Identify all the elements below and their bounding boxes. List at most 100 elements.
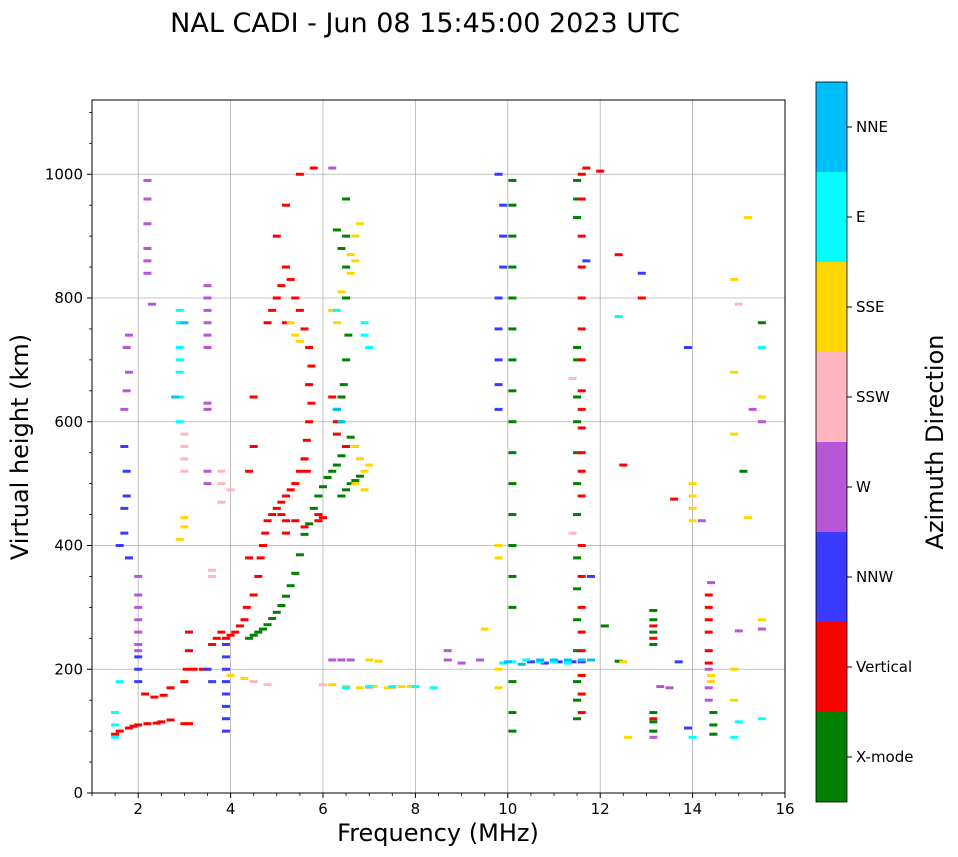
data-point [342,686,351,690]
data-point [124,370,133,374]
data-point [577,172,586,176]
colorbar-segment [816,262,847,352]
data-point [670,497,679,501]
data-point [180,457,189,461]
x-tick-label: 14 [683,800,702,818]
data-point [282,531,291,535]
data-point [175,420,184,424]
data-point [577,197,586,201]
data-point [221,680,230,684]
y-axis-ticks: 0 200 400 600 800 1000 [45,111,92,802]
data-point [231,630,240,634]
data-point [757,395,766,399]
data-point [577,407,586,411]
data-point [342,358,351,362]
data-point [272,296,281,300]
data-point [305,346,314,349]
data-point [203,667,212,671]
colorbar-segment [816,352,847,442]
data-point [111,723,120,727]
data-point [550,660,558,664]
data-point [203,401,212,405]
data-point [180,722,189,726]
y-tick-label: 400 [54,537,83,555]
data-point [704,605,713,609]
x-tick-label: 6 [318,800,328,818]
data-point [577,673,586,677]
data-point [704,698,713,702]
data-point [757,618,766,622]
data-point [704,667,713,671]
y-axis-label: Virtual height (km) [6,334,34,560]
data-point [268,308,277,312]
data-point [291,571,300,575]
data-point [295,308,304,312]
data-point [709,711,718,715]
data-point [143,197,152,201]
x-tick-label: 2 [133,800,143,818]
data-point [360,333,369,337]
data-point [683,726,692,730]
data-point [397,685,406,689]
data-point [494,407,503,411]
data-point [508,296,517,300]
data-point [365,658,374,662]
data-point [577,389,586,393]
colorbar-tick-label: SSE [856,298,885,316]
data-point [272,506,281,510]
data-point [346,253,355,257]
data-point [134,574,143,578]
data-point [707,673,716,677]
data-point [221,667,230,671]
series-x-mode [245,178,766,736]
data-point [143,222,152,226]
data-point [709,732,718,736]
data-point [508,234,517,238]
data-point [674,660,683,664]
data-point [258,544,267,547]
data-point [282,321,291,325]
data-point [346,482,355,486]
data-point [704,686,713,690]
data-point [586,658,595,662]
y-tick-label: 1000 [45,165,83,183]
data-point [328,308,337,312]
data-point [619,660,628,664]
data-point [342,234,351,238]
data-point [249,445,258,448]
data-point [217,500,226,504]
data-point [180,516,189,520]
data-point [508,451,517,455]
data-point [115,729,124,733]
data-point [494,327,503,331]
data-point [757,627,766,631]
data-point [734,720,743,724]
data-point [739,469,748,473]
data-point [203,469,212,473]
data-point [494,172,503,176]
data-point [120,445,129,448]
data-point [150,695,159,699]
data-point [157,720,166,724]
data-point [120,407,129,411]
data-point [508,711,517,715]
data-point [494,556,503,560]
data-point [143,722,152,726]
data-point [360,321,369,325]
data-point [573,717,582,721]
data-point [619,463,628,467]
data-point [185,722,194,726]
data-point [554,660,563,664]
data-point [134,630,143,634]
data-point [730,698,739,702]
data-point [300,327,309,331]
data-point [203,308,212,312]
data-point [476,658,485,662]
data-point [286,321,295,325]
data-point [342,488,351,492]
data-point [208,680,217,684]
data-point [748,407,757,411]
data-point [730,277,739,281]
series-sse [175,216,766,739]
data-point [688,519,697,523]
